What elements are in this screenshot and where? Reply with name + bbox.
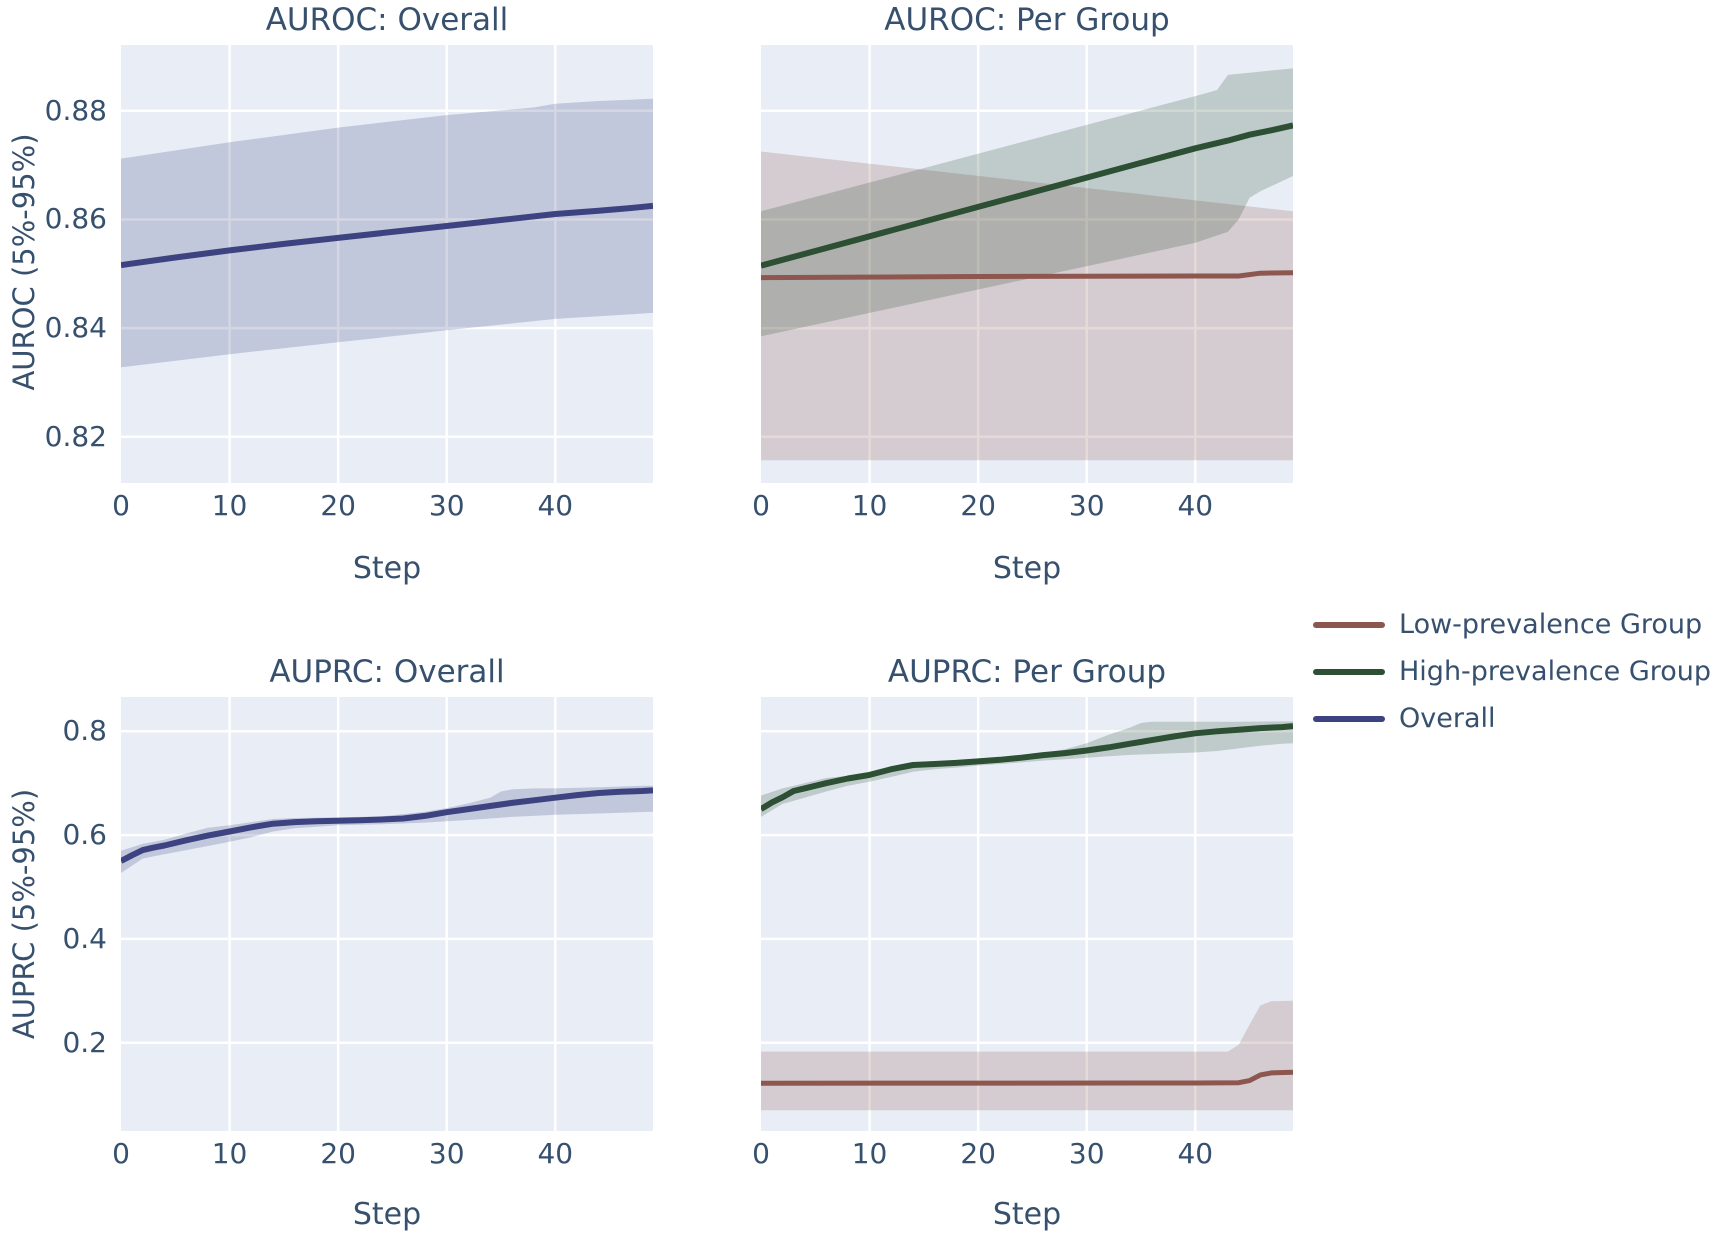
x-axis-label-step: Step [992, 1197, 1062, 1232]
chart-title-auprc-overall: AUPRC: Overall [269, 654, 505, 690]
x-tick-label: 0 [752, 489, 770, 522]
series-line-high_prevalence [761, 122, 1293, 269]
legend-line-high-prevalence [1313, 668, 1385, 675]
plot-background [121, 45, 653, 483]
x-tick-label: 30 [1068, 489, 1105, 522]
legend-label: High-prevalence Group [1399, 656, 1712, 687]
legend-item-overall: Overall [1313, 702, 1711, 735]
plot-auroc-per-group [761, 45, 1293, 483]
series-line-low_prevalence [761, 270, 1293, 281]
y-tick-label: 0.86 [44, 202, 107, 236]
x-tick-label: 30 [1068, 1137, 1105, 1170]
y-tick-label: 0.88 [44, 93, 107, 127]
legend-item-high-prevalence: High-prevalence Group [1313, 655, 1711, 688]
plot-background [121, 697, 653, 1131]
legend-line-overall [1313, 715, 1385, 722]
y-tick-label: 0.8 [62, 714, 107, 748]
x-axis-label-step: Step [352, 1197, 422, 1232]
series-line-high_prevalence [761, 723, 1293, 812]
legend-item-low-prevalence: Low-prevalence Group [1313, 608, 1711, 641]
series-line-overall [121, 202, 653, 269]
confidence-band-overall [121, 785, 653, 873]
legend: Low-prevalence Group High-prevalence Gro… [1313, 608, 1711, 749]
x-tick-label: 40 [1177, 1137, 1214, 1170]
chart-title-auprc-per-group: AUPRC: Per Group [887, 654, 1167, 690]
y-tick-label: 0.84 [44, 311, 107, 345]
legend-label: Low-prevalence Group [1399, 609, 1703, 640]
x-tick-label: 20 [960, 489, 996, 522]
chart-title-auroc-per-group: AUROC: Per Group [884, 2, 1170, 38]
confidence-band-high_prevalence [761, 721, 1293, 817]
x-tick-label: 10 [211, 1137, 248, 1170]
confidence-band-high_prevalence [761, 68, 1293, 337]
x-tick-label: 20 [320, 1137, 356, 1170]
plot-auroc-overall [121, 45, 653, 483]
x-tick-label: 30 [428, 489, 465, 522]
x-tick-label: 30 [428, 1137, 465, 1170]
x-tick-label: 10 [211, 489, 248, 522]
plot-background [761, 45, 1293, 483]
x-tick-label: 20 [960, 1137, 996, 1170]
chart-title-auroc-overall: AUROC: Overall [265, 2, 509, 38]
x-axis-label-step: Step [352, 551, 422, 586]
x-tick-label: 40 [537, 489, 574, 522]
x-tick-label: 0 [752, 1137, 770, 1170]
x-tick-label: 10 [851, 489, 888, 522]
y-tick-label: 0.6 [62, 818, 107, 852]
x-tick-label: 0 [112, 489, 130, 522]
plot-auprc-per-group [761, 697, 1293, 1131]
x-axis-label-step: Step [992, 551, 1062, 586]
x-tick-label: 10 [851, 1137, 888, 1170]
legend-label: Overall [1399, 703, 1496, 734]
plot-background [761, 697, 1293, 1131]
series-line-low_prevalence [761, 1069, 1293, 1086]
y-tick-label: 0.82 [44, 419, 107, 453]
x-tick-label: 20 [320, 489, 356, 522]
series-line-overall [121, 787, 653, 864]
legend-line-low-prevalence [1313, 621, 1385, 628]
y-tick-label: 0.2 [62, 1025, 107, 1059]
x-tick-label: 40 [537, 1137, 574, 1170]
x-tick-label: 40 [1177, 489, 1214, 522]
y-tick-label: 0.4 [62, 921, 107, 955]
plot-auprc-overall [121, 697, 653, 1131]
x-tick-label: 0 [112, 1137, 130, 1170]
